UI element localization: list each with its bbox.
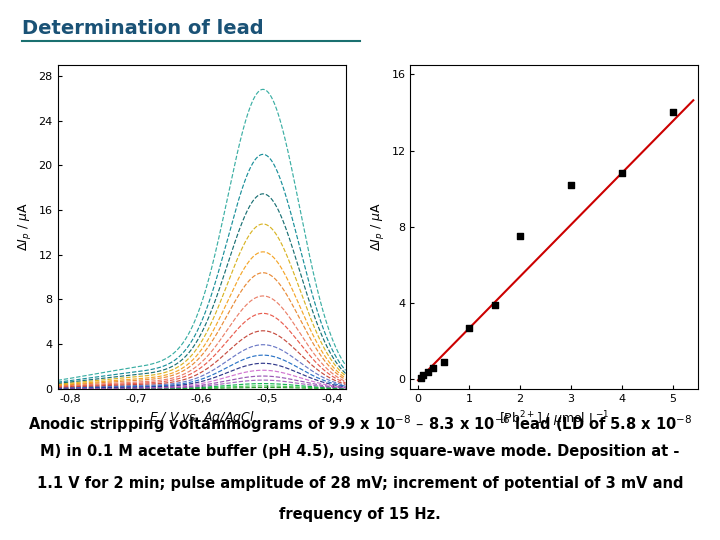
Point bbox=[428, 363, 439, 372]
Point bbox=[438, 358, 449, 367]
Point bbox=[565, 180, 577, 189]
Text: 1.1 V for 2 min; pulse amplitude of 28 mV; increment of potential of 3 mV and: 1.1 V for 2 min; pulse amplitude of 28 m… bbox=[37, 476, 683, 491]
Point bbox=[489, 301, 500, 309]
Y-axis label: $\Delta I_p$ / $\mu$A: $\Delta I_p$ / $\mu$A bbox=[16, 202, 33, 251]
Y-axis label: $\Delta I_p$ / $\mu$A: $\Delta I_p$ / $\mu$A bbox=[369, 202, 386, 251]
Point bbox=[418, 371, 429, 380]
Point bbox=[514, 232, 526, 241]
X-axis label: $E$ / V vs. Ag/AgCl: $E$ / V vs. Ag/AgCl bbox=[149, 409, 254, 426]
Point bbox=[415, 374, 426, 382]
Point bbox=[423, 367, 434, 376]
Point bbox=[616, 169, 628, 178]
Point bbox=[463, 323, 474, 332]
Point bbox=[667, 108, 679, 117]
Text: Determination of lead: Determination of lead bbox=[22, 19, 264, 38]
X-axis label: [Pb$^{2+}$] / $\mu$mol L$^{-1}$: [Pb$^{2+}$] / $\mu$mol L$^{-1}$ bbox=[499, 409, 610, 429]
Text: M) in 0.1 M acetate buffer (pH 4.5), using square-wave mode. Deposition at -: M) in 0.1 M acetate buffer (pH 4.5), usi… bbox=[40, 444, 680, 460]
Text: Anodic stripping voltammograms of 9.9 x 10$^{-8}$ – 8.3 x 10$^{-6}$ lead (LD of : Anodic stripping voltammograms of 9.9 x … bbox=[28, 413, 692, 435]
Text: frequency of 15 Hz.: frequency of 15 Hz. bbox=[279, 507, 441, 522]
